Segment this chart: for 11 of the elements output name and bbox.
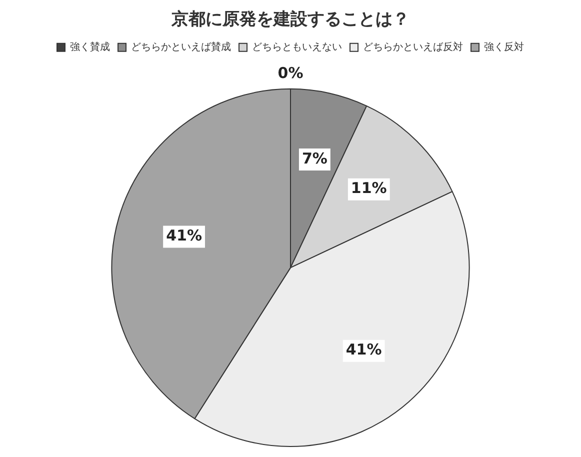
legend-label: 強く賛成 xyxy=(70,40,110,53)
chart-title: 京都に原発を建設することは？ xyxy=(170,10,410,30)
data-label: 41% xyxy=(166,226,202,245)
text: 0% xyxy=(278,64,304,82)
data-label: 7% xyxy=(302,149,328,168)
data-label: 11% xyxy=(350,179,387,198)
legend-label: どちらかといえば反対 xyxy=(363,40,463,53)
legend-label: どちらかといえば賛成 xyxy=(131,40,231,53)
legend-label: どちらともいえない xyxy=(252,42,342,53)
legend-label: 強く反対 xyxy=(484,40,524,53)
data-label: 41% xyxy=(346,340,382,359)
